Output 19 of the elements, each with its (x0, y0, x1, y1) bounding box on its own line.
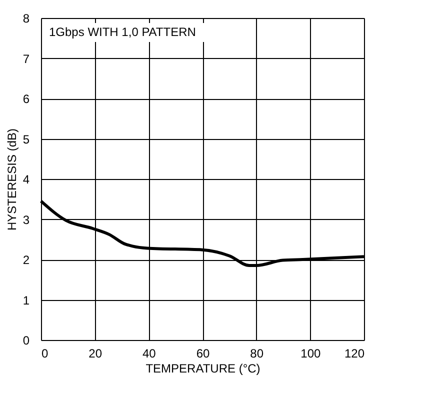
y-tick-label: 6 (22, 92, 30, 106)
x-tick-label: 100 (300, 346, 321, 360)
annotation: 1Gbps WITH 1,0 PATTERN (49, 25, 196, 39)
y-tick-label: 3 (22, 212, 30, 227)
x-tick-label: 80 (250, 346, 264, 360)
x-tick-label: 0 (42, 346, 48, 360)
x-tick-label: 40 (142, 346, 156, 360)
y-tick-label: 4 (22, 172, 30, 186)
y-tick-label: 7 (22, 52, 30, 66)
y-tick-label: 8 (22, 12, 30, 26)
y-tick-label: 0 (22, 334, 30, 348)
x-axis-title: TEMPERATURE (°C) (146, 362, 260, 376)
y-tick-label: 1 (22, 293, 30, 308)
y-tick-label: 5 (22, 132, 30, 146)
x-tick-label: 120 (344, 346, 365, 360)
x-tick-label: 20 (88, 346, 102, 360)
y-axis-title: HYSTERESIS (dB) (4, 128, 19, 231)
x-tick-label: 60 (196, 346, 210, 360)
y-tick-label: 2 (22, 253, 30, 267)
